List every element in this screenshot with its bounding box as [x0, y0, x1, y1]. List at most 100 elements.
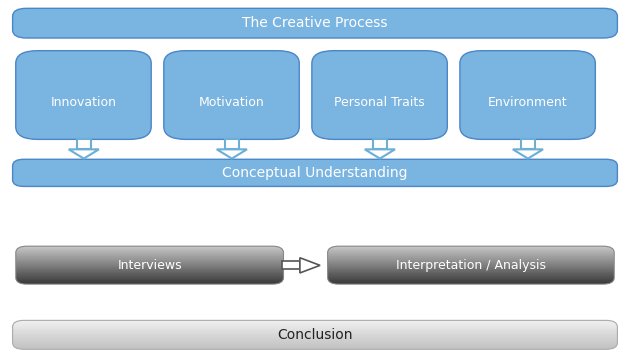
Bar: [13, 322, 617, 323]
Bar: [328, 250, 614, 251]
Bar: [16, 252, 284, 253]
Bar: [16, 246, 284, 247]
Bar: [16, 269, 284, 270]
Bar: [328, 282, 614, 283]
Bar: [16, 254, 284, 256]
Bar: [16, 261, 284, 262]
Bar: [13, 320, 617, 321]
Bar: [16, 274, 284, 275]
Bar: [328, 251, 614, 253]
Text: The Creative Process: The Creative Process: [243, 16, 387, 30]
Polygon shape: [521, 139, 535, 150]
Bar: [16, 269, 284, 270]
Bar: [328, 279, 614, 280]
Bar: [16, 246, 284, 248]
FancyBboxPatch shape: [312, 51, 447, 139]
Bar: [328, 246, 614, 247]
Bar: [16, 257, 284, 258]
Bar: [13, 347, 617, 348]
Bar: [13, 344, 617, 345]
Bar: [328, 259, 614, 260]
Bar: [16, 267, 284, 268]
Bar: [16, 277, 284, 278]
Bar: [328, 247, 614, 248]
Bar: [16, 265, 284, 266]
Bar: [16, 249, 284, 250]
Bar: [328, 264, 614, 265]
Bar: [328, 279, 614, 280]
Bar: [13, 345, 617, 346]
Bar: [16, 270, 284, 272]
Bar: [16, 270, 284, 271]
Bar: [328, 276, 614, 277]
Bar: [16, 259, 284, 260]
Bar: [13, 324, 617, 325]
Bar: [328, 255, 614, 256]
Text: Conclusion: Conclusion: [277, 328, 353, 342]
Bar: [16, 261, 284, 263]
Bar: [16, 260, 284, 261]
Bar: [16, 268, 284, 269]
Bar: [16, 253, 284, 254]
Bar: [16, 274, 284, 275]
Polygon shape: [77, 139, 91, 150]
Bar: [13, 342, 617, 344]
Bar: [328, 249, 614, 251]
Polygon shape: [373, 139, 387, 150]
Bar: [16, 272, 284, 273]
Bar: [16, 258, 284, 260]
Bar: [13, 335, 617, 337]
Bar: [16, 273, 284, 274]
FancyBboxPatch shape: [16, 51, 151, 139]
Polygon shape: [69, 150, 99, 159]
Bar: [328, 251, 614, 252]
Bar: [328, 277, 614, 278]
Bar: [16, 276, 284, 277]
Bar: [13, 339, 617, 341]
Bar: [16, 249, 284, 251]
Bar: [16, 250, 284, 251]
Bar: [328, 267, 614, 268]
Bar: [13, 329, 617, 330]
Bar: [16, 282, 284, 283]
Bar: [16, 255, 284, 256]
Bar: [16, 251, 284, 252]
Bar: [16, 247, 284, 248]
Text: Conceptual Understanding: Conceptual Understanding: [222, 166, 408, 180]
Bar: [328, 248, 614, 249]
Bar: [328, 257, 614, 258]
Bar: [328, 260, 614, 261]
Bar: [16, 251, 284, 253]
Polygon shape: [365, 150, 395, 159]
Bar: [328, 274, 614, 275]
Bar: [16, 264, 284, 265]
Bar: [328, 272, 614, 273]
Bar: [13, 331, 617, 332]
Bar: [16, 266, 284, 268]
Polygon shape: [217, 150, 247, 159]
Bar: [16, 266, 284, 267]
Bar: [16, 262, 284, 263]
Bar: [328, 260, 614, 261]
Bar: [328, 269, 614, 270]
Bar: [16, 271, 284, 272]
Bar: [16, 275, 284, 276]
Bar: [328, 265, 614, 266]
Bar: [328, 261, 614, 263]
Bar: [328, 253, 614, 254]
Bar: [16, 281, 284, 282]
Text: Personal Traits: Personal Traits: [334, 96, 425, 109]
Bar: [16, 280, 284, 281]
Bar: [328, 281, 614, 282]
Bar: [16, 264, 284, 265]
Bar: [328, 274, 614, 275]
FancyBboxPatch shape: [164, 51, 299, 139]
Polygon shape: [300, 258, 320, 273]
Bar: [16, 272, 284, 273]
Bar: [16, 260, 284, 261]
Bar: [328, 256, 614, 258]
Bar: [13, 321, 617, 322]
Bar: [16, 281, 284, 282]
Bar: [328, 268, 614, 269]
Bar: [16, 277, 284, 278]
